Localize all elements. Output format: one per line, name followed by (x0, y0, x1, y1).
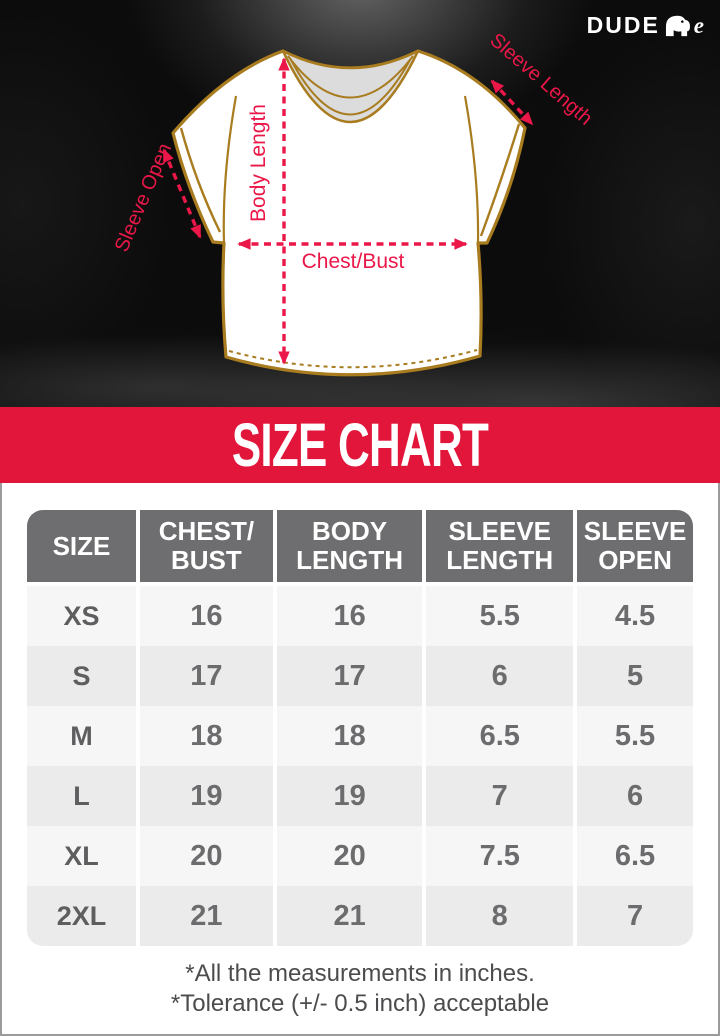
sleeve-open-cell: 5 (577, 646, 693, 706)
sleeve-open-arrow (162, 148, 202, 239)
size-chart-banner: SIZE CHART (0, 407, 720, 483)
body-length-label: Body Length (247, 104, 270, 222)
table-header-row: SIZE CHEST/BUST BODY LENGTH SLEEVE LENGTH … (27, 510, 693, 582)
brand-logo-text: DUDE (586, 12, 660, 38)
table-row-l: L 19 19 7 6 (27, 766, 693, 826)
column-header-size: SIZE (27, 510, 136, 582)
table-row-m: M 18 18 6.5 5.5 (27, 706, 693, 766)
sleeve-open-cell: 4.5 (577, 586, 693, 646)
sleeve-open-cell: 7 (577, 886, 693, 946)
sleeve-length-cell: 5.5 (426, 586, 574, 646)
sleeve-length-arrow (490, 79, 534, 126)
column-header-sleeve-open: SLEEVE OPEN (577, 510, 693, 582)
elephant-icon (665, 15, 690, 37)
sleeve-open-cell: 6 (577, 766, 693, 826)
note-tolerance: *Tolerance (+/- 0.5 inch) acceptable (170, 990, 550, 1017)
body-length-cell: 18 (276, 706, 423, 766)
size-cell: L (27, 766, 136, 826)
measurement-arrows (162, 57, 534, 365)
table-row-xs: XS 16 16 5.5 4.5 (27, 586, 693, 646)
sleeve-length-cell: 6 (426, 646, 574, 706)
hero-section: Body Length Chest/Bust Sleeve Open Sleev… (0, 0, 720, 407)
measurement-notes: *All the measurements in inches. *Tolera… (0, 959, 720, 1019)
sleeve-open-label: Sleeve Open (111, 140, 176, 255)
body-length-cell: 17 (276, 646, 423, 706)
table-row-s: S 17 17 6 5 (27, 646, 693, 706)
chest-bust-label: Chest/Bust (302, 250, 405, 273)
chest-bust-cell: 18 (139, 706, 273, 766)
body-length-cell: 19 (276, 766, 423, 826)
size-table: SIZE CHEST/BUST BODY LENGTH SLEEVE LENGTH … (27, 510, 693, 946)
chest-bust-cell: 20 (139, 826, 273, 886)
chest-bust-cell: 21 (139, 886, 273, 946)
size-cell: XS (27, 586, 136, 646)
sleeve-length-cell: 7 (426, 766, 574, 826)
note-measurements-inches: *All the measurements in inches. (185, 960, 535, 987)
column-header-chest-bust: CHEST/BUST (139, 510, 273, 582)
sleeve-open-cell: 5.5 (577, 706, 693, 766)
tshirt-outline (171, 49, 527, 377)
chest-bust-cell: 16 (139, 586, 273, 646)
sleeve-length-cell: 8 (426, 886, 574, 946)
sleeve-open-cell: 6.5 (577, 826, 693, 886)
size-chart-title: SIZE CHART (231, 411, 489, 479)
body-length-cell: 16 (276, 586, 423, 646)
tshirt-measurement-diagram: Body Length Chest/Bust Sleeve Open Sleev… (111, 29, 596, 377)
size-cell: S (27, 646, 136, 706)
size-cell: 2XL (27, 886, 136, 946)
brand-logo: DUDE e (587, 13, 704, 38)
sleeve-length-cell: 7.5 (426, 826, 574, 886)
brand-logo-suffix: e (693, 13, 704, 38)
chest-bust-cell: 19 (139, 766, 273, 826)
table-row-2xl: 2XL 21 21 8 7 (27, 886, 693, 946)
size-cell: M (27, 706, 136, 766)
table-row-xl: XL 20 20 7.5 6.5 (27, 826, 693, 886)
body-length-cell: 21 (276, 886, 423, 946)
chest-bust-cell: 17 (139, 646, 273, 706)
column-header-body-length: BODY LENGTH (276, 510, 423, 582)
sleeve-length-cell: 6.5 (426, 706, 574, 766)
table-body: XS 16 16 5.5 4.5 S 17 17 6 5 M 18 18 6.5… (27, 586, 693, 946)
body-length-cell: 20 (276, 826, 423, 886)
column-header-sleeve-length: SLEEVE LENGTH (426, 510, 574, 582)
size-cell: XL (27, 826, 136, 886)
